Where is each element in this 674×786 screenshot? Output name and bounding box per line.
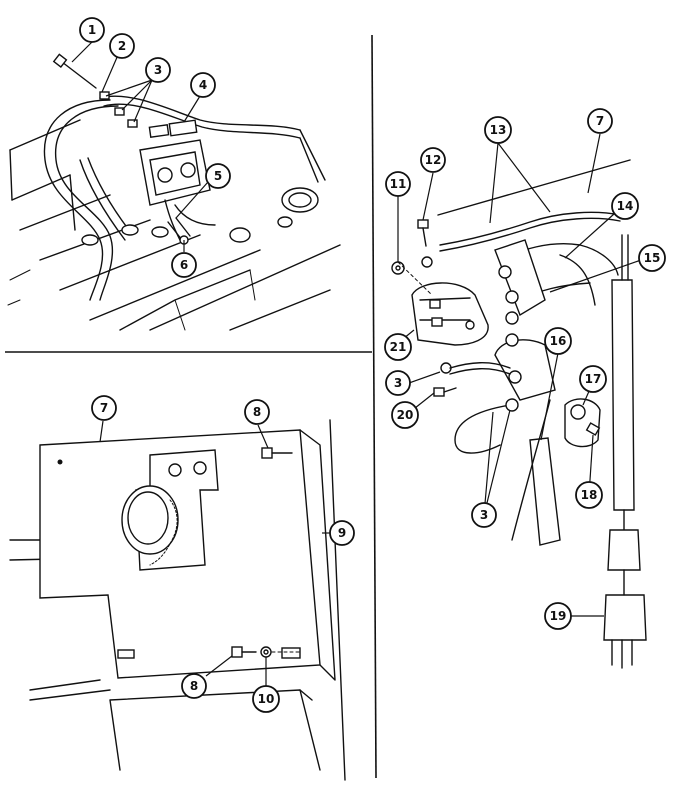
- callout-7-panel: 7: [91, 395, 117, 421]
- callout-6-label: 6: [180, 258, 188, 272]
- callout-3-right-top-label: 3: [394, 376, 402, 390]
- callout-14: 14: [611, 192, 639, 220]
- callout-21-label: 21: [390, 340, 407, 354]
- callout-16: 16: [544, 327, 572, 355]
- callout-3-right-bottom-label: 3: [480, 508, 488, 522]
- callout-20: 20: [391, 401, 419, 429]
- callout-11-label: 11: [390, 177, 407, 191]
- callout-1: 1: [79, 17, 105, 43]
- callout-15-label: 15: [644, 251, 661, 265]
- callout-7-panel-label: 7: [100, 401, 108, 415]
- callout-3-label: 3: [154, 63, 162, 77]
- callout-9: 9: [329, 520, 355, 546]
- callout-7-right-label: 7: [596, 114, 604, 128]
- callout-20-label: 20: [397, 408, 414, 422]
- vertical-divider: [371, 34, 377, 779]
- leader-lines: [71, 41, 642, 686]
- bottom-left-view: [9, 419, 346, 781]
- callout-10: 10: [252, 685, 280, 713]
- callout-8-bottom: 8: [181, 673, 207, 699]
- callout-9-label: 9: [338, 526, 346, 540]
- callout-11: 11: [385, 171, 411, 197]
- callout-13-label: 13: [490, 123, 507, 137]
- callout-3-right-bottom: 3: [471, 502, 497, 528]
- callout-5-label: 5: [214, 169, 222, 183]
- callout-10-label: 10: [258, 692, 275, 706]
- callout-17: 17: [579, 365, 607, 393]
- callout-18: 18: [575, 481, 603, 509]
- callout-8-top-label: 8: [253, 405, 261, 419]
- callout-2-label: 2: [118, 39, 126, 53]
- right-view: [391, 159, 647, 669]
- callout-4-label: 4: [199, 78, 207, 92]
- callout-12: 12: [420, 147, 446, 173]
- callout-19-label: 19: [550, 609, 567, 623]
- callout-1-label: 1: [88, 23, 96, 37]
- callout-6: 6: [171, 252, 197, 278]
- callout-21: 21: [384, 333, 412, 361]
- callout-19: 19: [544, 602, 572, 630]
- callout-17-label: 17: [585, 372, 602, 386]
- callout-14-label: 14: [617, 199, 634, 213]
- callout-18-label: 18: [581, 488, 598, 502]
- callout-3: 3: [145, 57, 171, 83]
- callout-5: 5: [205, 163, 231, 189]
- callout-8-bottom-label: 8: [190, 679, 198, 693]
- callout-7-right: 7: [587, 108, 613, 134]
- callout-15: 15: [638, 244, 666, 272]
- callout-16-label: 16: [550, 334, 567, 348]
- callout-4: 4: [190, 72, 216, 98]
- callout-13: 13: [484, 116, 512, 144]
- callout-12-label: 12: [425, 153, 442, 167]
- callout-2: 2: [109, 33, 135, 59]
- top-left-view: [7, 53, 341, 331]
- callout-3-right-top: 3: [385, 370, 411, 396]
- callout-8-top: 8: [244, 399, 270, 425]
